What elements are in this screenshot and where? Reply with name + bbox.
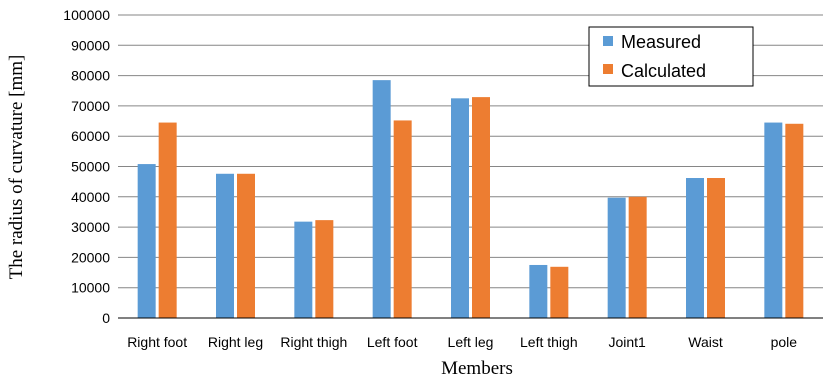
bar-measured-joint1 — [607, 197, 626, 318]
y-tick-label: 20000 — [71, 249, 110, 265]
x-tick-label: Right leg — [208, 334, 263, 350]
x-tick-label: pole — [771, 334, 798, 350]
bar-measured-waist — [686, 178, 704, 318]
bar-measured-right-leg — [216, 173, 234, 318]
bar-calculated-left-foot — [393, 120, 412, 318]
x-axis-ticks: Right foot Right leg Right thigh Left foot L… — [127, 334, 797, 350]
legend-label-measured: Measured — [621, 32, 701, 52]
y-tick-label: 60000 — [71, 128, 110, 144]
bar-calculated-left-leg — [472, 97, 490, 318]
x-tick-label: Left foot — [367, 334, 418, 350]
y-tick-label: 30000 — [71, 219, 110, 235]
bar-calculated-right-leg — [237, 173, 255, 318]
bar-measured-right-thigh — [294, 221, 313, 318]
y-axis-title: The radius of curvature [mm] — [6, 55, 27, 280]
bar-calculated-waist — [707, 178, 725, 318]
bar-calculated-joint1 — [628, 196, 647, 318]
gridlines — [118, 14, 823, 289]
bar-calculated-right-foot — [158, 122, 177, 318]
y-tick-label: 10000 — [71, 280, 110, 296]
legend-box — [588, 26, 754, 87]
y-tick-label: 90000 — [71, 37, 110, 53]
x-tick-label: Left thigh — [520, 334, 578, 350]
bar-measured-pole — [764, 122, 783, 318]
x-tick-label: Waist — [688, 334, 723, 350]
bar-measured-right-foot — [137, 164, 156, 318]
y-tick-label: 50000 — [71, 159, 110, 175]
x-axis-title: Members — [441, 358, 513, 379]
bars — [137, 80, 804, 319]
y-tick-label: 80000 — [71, 68, 110, 84]
bar-calculated-left-thigh — [550, 266, 569, 318]
bar-measured-left-thigh — [529, 264, 548, 318]
y-tick-label: 0 — [102, 310, 110, 326]
bar-calculated-pole — [785, 123, 804, 318]
legend-label-calculated: Calculated — [621, 61, 706, 81]
bar-measured-left-leg — [451, 98, 469, 318]
x-tick-label: Left leg — [448, 334, 494, 350]
bar-measured-left-foot — [372, 80, 391, 319]
x-tick-label: Right foot — [127, 334, 187, 350]
x-tick-label: Right thigh — [280, 334, 347, 350]
legend-swatch-measured — [603, 36, 613, 46]
y-tick-label: 40000 — [71, 189, 110, 205]
bar-calculated-right-thigh — [315, 220, 334, 318]
y-axis-ticks: 0 10000 20000 30000 40000 50000 60000 70000 8000… — [63, 7, 110, 326]
legend-swatch-calculated — [603, 64, 613, 74]
y-tick-label: 100000 — [63, 7, 110, 23]
x-tick-label: Joint1 — [608, 334, 646, 350]
legend: Measured Calculated — [588, 26, 754, 87]
y-tick-label: 70000 — [71, 98, 110, 114]
